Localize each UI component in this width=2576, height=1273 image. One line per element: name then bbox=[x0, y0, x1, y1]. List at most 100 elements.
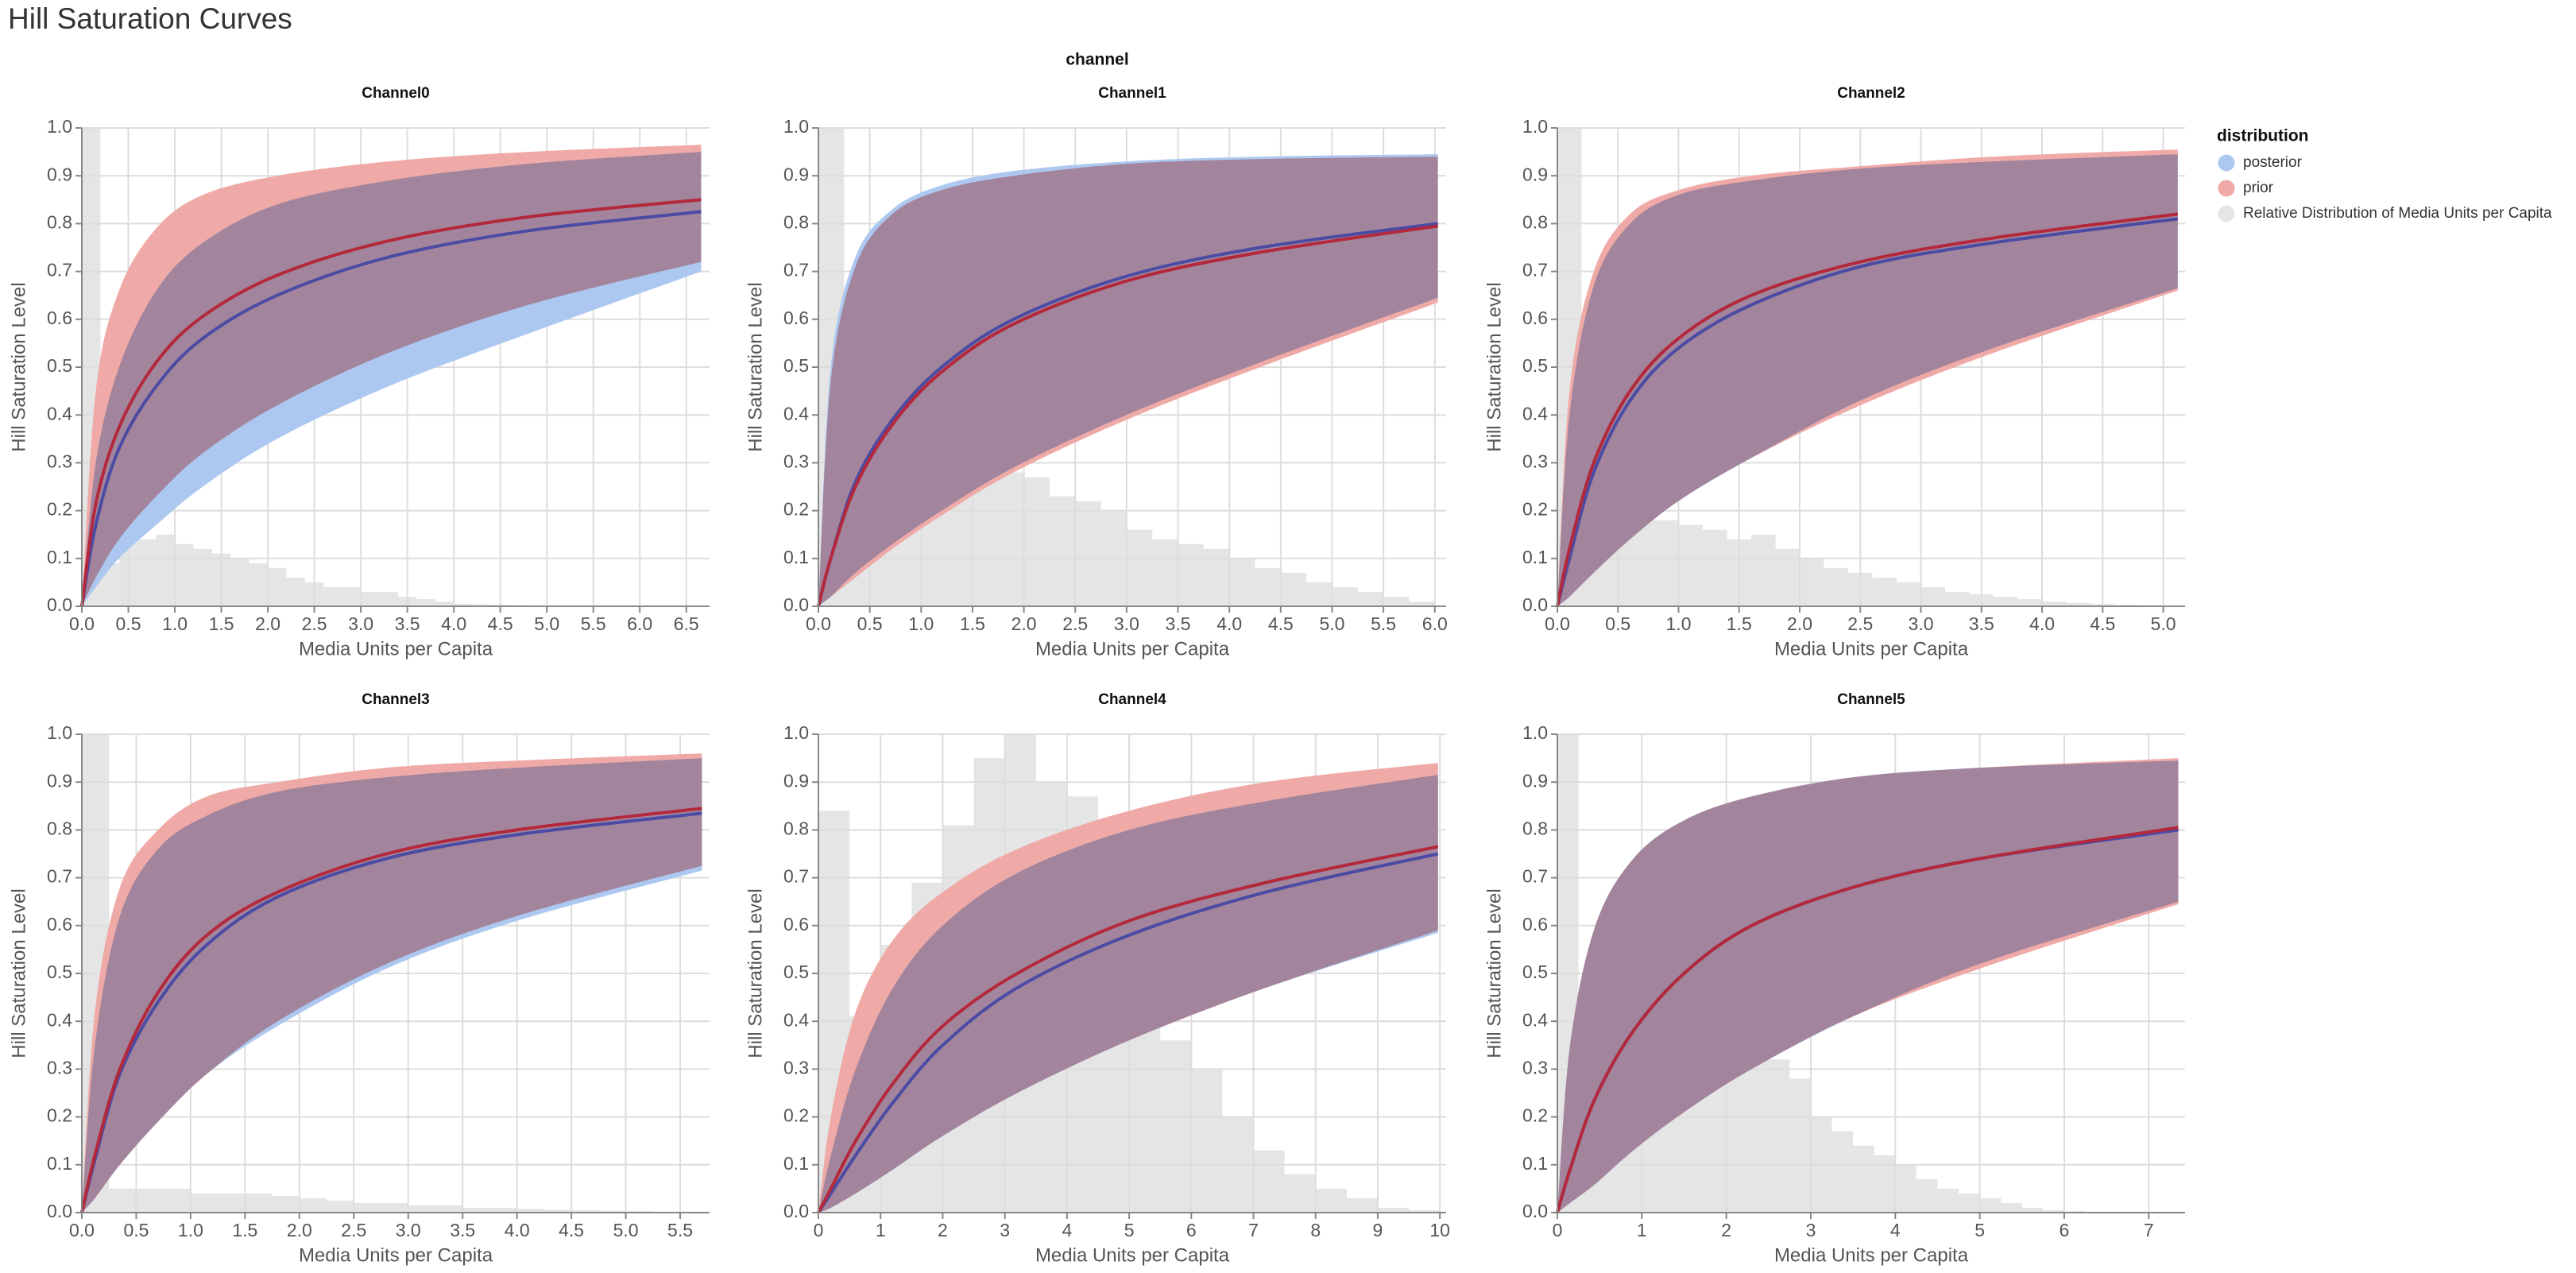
x-tick-label: 1 bbox=[876, 1220, 886, 1240]
x-tick-label: 1.5 bbox=[960, 613, 985, 634]
x-tick-label: 2.0 bbox=[287, 1220, 312, 1240]
histogram-bar bbox=[381, 1202, 408, 1213]
y-tick-label: 1.0 bbox=[47, 116, 72, 137]
x-axis-title: Media Units per Capita bbox=[299, 638, 493, 660]
y-axis-title: Hill Saturation Level bbox=[8, 282, 29, 451]
histogram-bar bbox=[1959, 1193, 1980, 1213]
x-tick-label: 0.5 bbox=[857, 613, 883, 634]
x-tick-label: 2.5 bbox=[341, 1220, 366, 1240]
histogram-bar bbox=[190, 1193, 219, 1213]
x-tick-label: 6 bbox=[1186, 1220, 1197, 1240]
bands bbox=[818, 154, 1438, 607]
x-tick-label: 2.0 bbox=[255, 613, 280, 634]
histogram-bar bbox=[543, 1209, 572, 1213]
x-tick-label: 3 bbox=[1000, 1220, 1010, 1240]
y-tick-label: 0.6 bbox=[47, 914, 72, 934]
legend-label: Relative Distribution of Media Units per… bbox=[2243, 205, 2552, 222]
y-tick-label: 0.1 bbox=[783, 547, 809, 567]
legend-swatch bbox=[2218, 154, 2235, 172]
histogram-bar bbox=[998, 472, 1024, 606]
legend-title: distribution bbox=[2217, 127, 2308, 145]
x-tick-label: 9 bbox=[1373, 1220, 1383, 1240]
y-tick-label: 0.9 bbox=[47, 164, 72, 184]
histogram-bar bbox=[2043, 1209, 2064, 1213]
histogram-bar bbox=[1409, 601, 1435, 606]
bands bbox=[82, 753, 702, 1213]
histogram-bar bbox=[1768, 1059, 1790, 1213]
y-tick-label: 1.0 bbox=[783, 116, 809, 137]
histogram-bar bbox=[268, 567, 287, 606]
histogram-bar bbox=[489, 1207, 517, 1213]
facet-title: Channel3 bbox=[362, 691, 430, 708]
y-tick-label: 0.5 bbox=[783, 355, 809, 376]
y-axis-title: Hill Saturation Level bbox=[8, 888, 29, 1058]
x-tick-label: 4 bbox=[1062, 1220, 1072, 1240]
histogram-bar bbox=[1075, 501, 1101, 606]
histogram-bar bbox=[361, 591, 380, 606]
mean-line bbox=[817, 224, 1438, 607]
histogram-bar bbox=[1383, 596, 1410, 606]
x-tick-label: 4.0 bbox=[2029, 613, 2055, 634]
histogram-bar bbox=[1824, 567, 1849, 606]
x-tick-label: 2.0 bbox=[1011, 613, 1037, 634]
legend-label: prior bbox=[2243, 180, 2274, 196]
histogram-bar bbox=[272, 1195, 300, 1213]
histogram-bar bbox=[354, 1202, 381, 1213]
histogram-bar bbox=[416, 598, 435, 606]
credible-band bbox=[82, 753, 702, 1213]
x-tick-label: 3.0 bbox=[1114, 613, 1139, 634]
histogram-bar bbox=[1916, 1178, 1938, 1213]
x-tick-label: 3.5 bbox=[450, 1220, 475, 1240]
y-tick-label: 0.2 bbox=[47, 1105, 72, 1126]
histogram-bar bbox=[1775, 548, 1800, 606]
histogram-bar bbox=[1897, 582, 1921, 606]
y-tick-label: 0.8 bbox=[47, 818, 72, 838]
y-tick-label: 0.6 bbox=[47, 308, 72, 328]
page-title: Hill Saturation Curves bbox=[8, 2, 292, 35]
credible-band bbox=[82, 145, 702, 606]
histogram-bar bbox=[1789, 1078, 1811, 1213]
x-tick-label: 3.0 bbox=[396, 1220, 421, 1240]
legend-swatch bbox=[2218, 205, 2235, 222]
histogram-bar bbox=[1152, 539, 1178, 606]
y-tick-label: 0.5 bbox=[1522, 962, 1548, 982]
histogram-bar bbox=[2042, 601, 2067, 606]
y-axis-title: Hill Saturation Level bbox=[1483, 888, 1505, 1058]
y-tick-label: 0.7 bbox=[47, 866, 72, 887]
x-tick-label: 4 bbox=[1890, 1220, 1901, 1240]
histogram-bar bbox=[218, 1193, 246, 1213]
histogram-bar bbox=[1853, 1145, 1874, 1213]
histogram-bar bbox=[1284, 1174, 1316, 1213]
y-tick-label: 0.4 bbox=[1522, 403, 1548, 424]
y-tick-label: 0.6 bbox=[1522, 308, 1548, 328]
histogram-bar bbox=[408, 1205, 435, 1213]
y-tick-label: 0.1 bbox=[47, 547, 72, 567]
x-tick-label: 2.5 bbox=[1847, 613, 1873, 634]
y-tick-label: 0.0 bbox=[47, 1201, 72, 1221]
y-tick-label: 0.4 bbox=[47, 403, 72, 424]
mean-line bbox=[817, 845, 1439, 1213]
x-tick-label: 7 bbox=[2144, 1220, 2154, 1240]
facet-title: Channel2 bbox=[1837, 85, 1905, 102]
legend-swatch bbox=[2218, 180, 2235, 197]
histogram-bar bbox=[2066, 602, 2091, 606]
histogram-bar bbox=[1800, 558, 1824, 606]
y-tick-label: 0.6 bbox=[1522, 914, 1548, 934]
histogram-bar bbox=[454, 603, 473, 606]
y-tick-label: 0.8 bbox=[783, 211, 809, 232]
y-tick-label: 0.5 bbox=[783, 962, 809, 982]
histogram-bar bbox=[379, 591, 398, 606]
histogram-bar bbox=[245, 1193, 273, 1213]
x-tick-label: 0.5 bbox=[1605, 613, 1630, 634]
y-tick-label: 0.0 bbox=[47, 594, 72, 615]
histogram-bar bbox=[1229, 558, 1255, 606]
histogram-bar bbox=[2017, 598, 2043, 606]
histogram-bar bbox=[1831, 1131, 1854, 1213]
mean-line bbox=[1556, 212, 2179, 607]
histogram-bar bbox=[163, 1188, 191, 1213]
x-tick-label: 5.5 bbox=[667, 1220, 693, 1240]
x-tick-label: 5.0 bbox=[2151, 613, 2176, 634]
histogram-bar bbox=[2001, 1202, 2022, 1213]
